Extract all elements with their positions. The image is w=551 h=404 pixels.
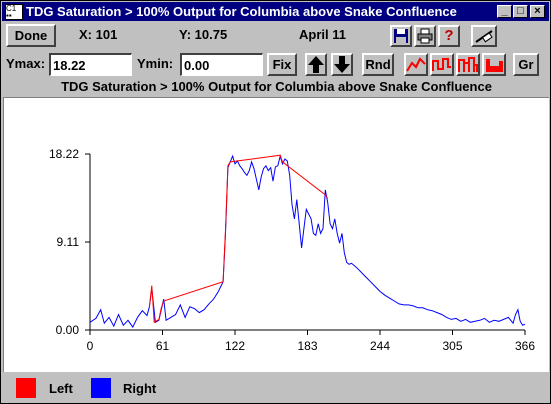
y-tick-label: 18.22 [49,147,79,161]
erase-icon[interactable] [471,25,497,47]
bar-filled-chart-icon [486,59,503,72]
arrow-down-icon [334,56,350,73]
line-chart-icon [406,57,426,72]
y-tick-label: 0.00 [56,323,80,337]
done-button[interactable]: Done [6,24,56,47]
ymin-label: Ymin: [137,56,174,71]
save-icon[interactable] [390,25,412,47]
scale-down-button[interactable] [331,53,353,76]
legend-label-left: Left [49,381,73,396]
round-button[interactable]: Rnd [362,53,394,76]
x-tick-label: 0 [87,339,94,353]
step-chart-icon [432,58,451,71]
plot-area: 0 61 122 183 244 305 366 0.00 9.11 18.22 [3,97,549,372]
ymax-input[interactable] [49,53,132,76]
line-chart-button[interactable] [404,53,428,76]
x-tick-label: 305 [442,339,462,353]
x-tick-label: 366 [515,339,535,353]
legend-swatch-right [91,378,111,398]
x-tick-label: 61 [156,339,170,353]
chart-title: TDG Saturation > 100% Output for Columbi… [61,79,492,94]
bar-filled-chart-button[interactable] [482,53,506,76]
x-readout: X: 101 [79,27,118,42]
title-bar: C1 ▪▪ TDG Saturation > 100% Output for C… [2,2,549,21]
close-button[interactable]: × [530,5,545,18]
step-chart-button[interactable] [430,53,454,76]
x-tick-label: 183 [297,339,317,353]
printer-icon [417,28,433,44]
arrow-up-icon [308,56,324,73]
scale-up-button[interactable] [305,53,327,76]
series-line-right [89,154,526,329]
print-icon[interactable] [414,25,436,47]
graph-button[interactable]: Gr [513,53,539,76]
legend-swatch-left [16,378,36,398]
maximize-button[interactable]: □ [513,5,528,18]
line-chart: 0 61 122 183 244 305 366 0.00 9.11 18.22 [49,147,535,353]
minimize-button[interactable]: _ [497,5,512,18]
floppy-disk-icon [394,29,408,43]
ymax-label: Ymax: [6,56,46,71]
fix-button[interactable]: Fix [267,53,297,76]
y-readout: Y: 10.75 [179,27,228,42]
ymin-input[interactable] [180,53,263,76]
bar-outline-chart-icon [458,57,478,72]
legend-label-right: Right [123,381,157,396]
app-icon[interactable]: C1 ▪▪ [5,4,23,20]
date-readout: April 11 [299,27,346,42]
y-tick-label: 9.11 [57,235,80,249]
eraser-icon [475,30,493,43]
x-tick-label: 244 [370,339,390,353]
bar-outline-chart-button[interactable] [456,53,480,76]
series-line-left [148,154,329,324]
window-title: TDG Saturation > 100% Output for Columbi… [26,4,457,19]
help-icon[interactable]: ? [438,25,460,47]
x-tick-label: 122 [225,339,245,353]
